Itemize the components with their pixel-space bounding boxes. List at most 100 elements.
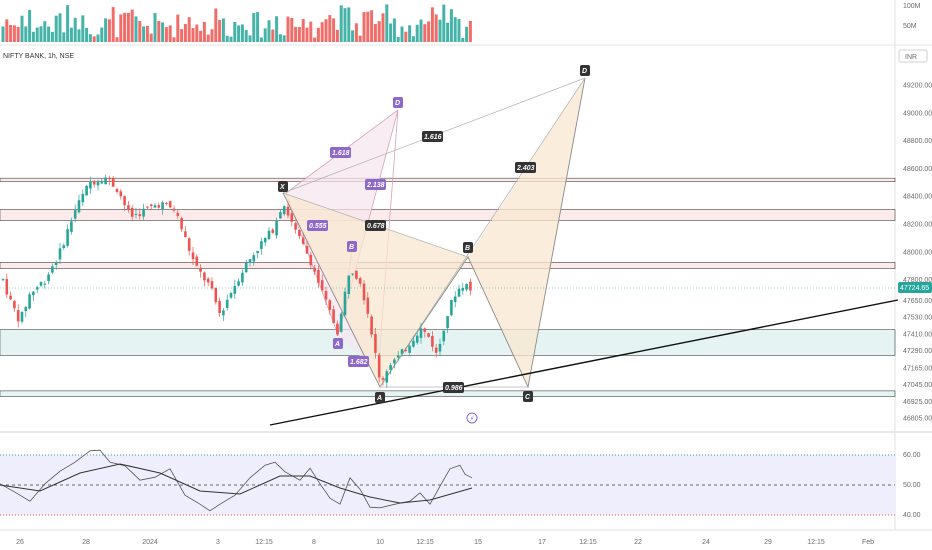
candle-body (256, 251, 259, 254)
zone-support-1[interactable] (0, 329, 896, 356)
point-b-box (463, 242, 473, 253)
candle-body (225, 299, 229, 308)
price-tick: 47165.00 (903, 365, 932, 372)
zone-resistance-1[interactable] (0, 177, 896, 182)
candle-body (324, 290, 328, 300)
volume-bar (138, 21, 142, 42)
rsi-ma-line (0, 463, 473, 504)
candle-body (355, 270, 358, 279)
pattern-ad-line (379, 77, 586, 388)
candle-body (214, 288, 218, 303)
volume-bar (66, 5, 70, 43)
zone-resistance-2[interactable] (0, 209, 896, 221)
volume-bar (461, 37, 465, 42)
volume-bar (210, 29, 214, 42)
candle-body (328, 300, 332, 310)
last-price-tag (898, 282, 932, 293)
lightning-icon[interactable] (466, 412, 478, 424)
time-scale: 26 28 2024 3 12:15 8 10 12:15 15 17 12:15 22 24 29 12:… (16, 539, 874, 546)
volume-bar (12, 25, 16, 42)
candle-body (28, 294, 31, 309)
candle-body (412, 340, 415, 347)
candle-body (339, 313, 343, 332)
candle-body (282, 206, 286, 215)
candle-body (415, 335, 419, 343)
time-tick: Feb (862, 539, 874, 546)
volume-bar (62, 32, 66, 42)
rsi-tick: 60.00 (903, 452, 921, 459)
volume-tick: 100M (903, 3, 921, 10)
candle-body (298, 229, 301, 237)
candle-body (58, 248, 62, 260)
ratio-labels: 0.678 1.616 0.986 2.403 1.618 2.138 0.55… (307, 131, 536, 393)
volume-bar (130, 9, 134, 42)
candle-body (244, 262, 248, 273)
candle-body (320, 280, 324, 291)
price-tick: 47045.00 (903, 382, 932, 389)
volume-bar (225, 35, 229, 42)
candle-body (161, 202, 164, 210)
trend-line[interactable] (269, 299, 899, 426)
candle-body (423, 328, 427, 332)
volume-bar (362, 11, 366, 42)
volume-bar (442, 4, 446, 43)
lightning-glyph: ⚡ (470, 415, 475, 423)
time-tick: 26 (16, 539, 24, 546)
candle-body (229, 293, 233, 298)
candle-body (332, 309, 335, 323)
candle-body (260, 241, 263, 250)
candle-body (336, 323, 339, 335)
rsi-line (0, 449, 473, 512)
candle-body (134, 213, 138, 215)
volume-bar (161, 22, 165, 42)
volume-bar (73, 17, 77, 42)
currency-badge[interactable] (898, 49, 928, 63)
ratio-label-1: 0.678 (367, 223, 385, 230)
volume-bar (339, 5, 343, 43)
inner-point-d-box (393, 97, 403, 108)
point-a-label: A (376, 395, 382, 402)
candle-body (377, 354, 381, 378)
time-tick: 22 (634, 539, 642, 546)
volume-bar (343, 8, 347, 43)
candle-body (195, 256, 199, 266)
point-c-label: C (525, 394, 531, 401)
volume-bar (164, 27, 168, 42)
volume-bar (377, 21, 381, 42)
volume-bar (275, 16, 279, 42)
volume-bar (58, 13, 62, 42)
volume-bar (324, 19, 328, 42)
price-tick: 47650.00 (903, 298, 932, 305)
volume-bar (385, 4, 389, 43)
volume-bar (381, 13, 385, 42)
volume-bar (256, 12, 260, 43)
candle-body (32, 291, 35, 296)
candle-body (309, 254, 313, 266)
volume-bar (237, 25, 241, 42)
volume-bar (107, 19, 111, 42)
volume-bar (24, 26, 28, 42)
volume-bar (457, 18, 461, 42)
time-tick: 8 (312, 539, 316, 546)
volume-bar (134, 16, 138, 42)
volume-bar (297, 27, 301, 42)
pattern-xab-fill (283, 193, 468, 387)
candle-body (222, 310, 225, 316)
volume-bar (126, 12, 130, 43)
candle-body (54, 261, 58, 265)
candle-body (381, 378, 385, 380)
candle-body (370, 316, 373, 335)
candle-body (294, 223, 297, 230)
volume-bar (43, 21, 47, 42)
candle-body (252, 255, 256, 262)
point-d-box (580, 65, 590, 76)
candle-body (70, 221, 73, 232)
volume-bar (20, 15, 24, 42)
candle-body (146, 206, 149, 208)
candle-body (351, 273, 354, 275)
chart-title: NIFTY BANK, 1h, NSE (3, 53, 74, 60)
point-d-label: D (582, 68, 587, 75)
xabcd-pattern[interactable] (282, 77, 586, 389)
volume-bar (183, 24, 187, 42)
